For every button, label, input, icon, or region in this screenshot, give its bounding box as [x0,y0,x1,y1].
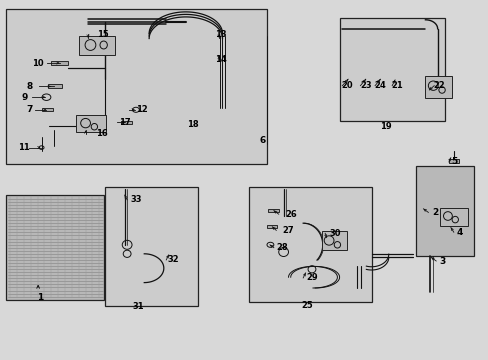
Text: 15: 15 [97,30,108,39]
Text: 17: 17 [119,118,130,127]
Text: 29: 29 [305,274,317,282]
Text: 21: 21 [390,81,402,90]
Text: 26: 26 [285,210,297,219]
Bar [48,85,61,88]
Text: 10: 10 [32,58,44,68]
Text: 22: 22 [432,81,444,90]
Text: 18: 18 [187,120,199,129]
Bar [339,18,444,121]
Bar [448,159,458,163]
Text: 31: 31 [132,302,143,311]
Bar [121,121,131,124]
Text: 19: 19 [380,122,391,131]
Bar [415,166,473,256]
Bar [268,209,279,212]
Bar [249,187,371,302]
Text: 2: 2 [431,208,437,217]
Text: 9: 9 [21,93,28,102]
Bar [321,231,346,250]
Text: 27: 27 [282,226,294,235]
Bar [79,36,115,55]
Text: 3: 3 [439,256,445,265]
Text: 32: 32 [167,256,179,264]
Bar [6,195,104,300]
Bar [267,225,277,228]
Bar [76,115,106,132]
Bar [425,76,451,98]
Text: 25: 25 [301,301,312,310]
Bar [105,187,198,306]
Text: 23: 23 [359,81,371,90]
Text: 11: 11 [18,143,29,152]
Text: 5: 5 [451,157,457,166]
Text: 13: 13 [215,30,226,39]
Text: 6: 6 [260,136,265,145]
Bar [439,208,468,226]
Bar [6,9,267,164]
Text: 14: 14 [215,55,226,64]
Text: 24: 24 [374,81,386,90]
Text: 30: 30 [329,229,341,238]
Text: 4: 4 [455,228,462,237]
Text: 16: 16 [96,129,107,138]
Text: 1: 1 [37,292,43,302]
Text: 33: 33 [130,195,142,204]
Text: 8: 8 [26,82,32,91]
Bar [51,60,68,65]
Bar [41,108,53,111]
Text: 7: 7 [26,105,33,114]
Text: 28: 28 [276,243,288,252]
Text: 12: 12 [136,105,147,114]
Text: 20: 20 [341,81,352,90]
